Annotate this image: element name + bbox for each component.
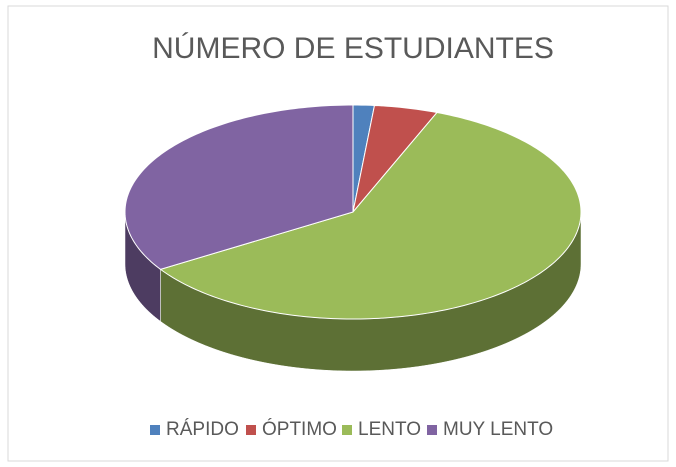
legend-swatch	[246, 425, 256, 435]
slice	[352, 104, 438, 213]
legend-swatch	[150, 425, 160, 435]
slice	[159, 111, 582, 320]
legend-label: ÓPTIMO	[262, 418, 337, 440]
legend-swatch	[342, 425, 352, 435]
legend-label: RÁPIDO	[166, 419, 239, 440]
chart-title: NÚMERO DE ESTUDIANTES	[152, 32, 554, 65]
legend-label: MUY LENTO	[443, 419, 553, 440]
slice	[124, 104, 354, 270]
legend-swatch	[427, 425, 437, 435]
legend-label: LENTO	[358, 419, 421, 440]
